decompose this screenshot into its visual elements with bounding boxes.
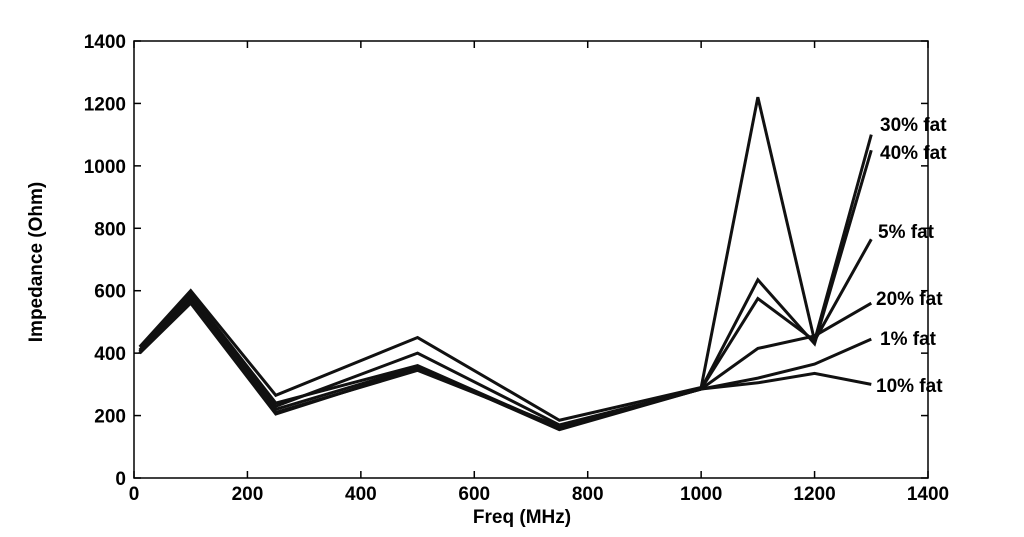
x-axis: 0 200 400 600 800 1000 1200 1400 <box>129 41 949 505</box>
series-label: 1% fat <box>880 329 937 350</box>
y-tick-label: 200 <box>94 407 126 428</box>
x-tick-label: 800 <box>572 484 604 505</box>
y-tick-label: 1000 <box>84 157 126 178</box>
y-tick-label: 800 <box>94 219 126 240</box>
series-label: 5% fat <box>878 222 935 243</box>
series-line-5-fat <box>138 238 873 427</box>
y-tick-label: 600 <box>94 282 126 303</box>
y-tick-label: 400 <box>94 344 126 365</box>
x-tick-label: 1000 <box>680 484 722 505</box>
x-tick-label: 1200 <box>793 484 835 505</box>
x-tick-label: 600 <box>458 484 490 505</box>
y-tick-label: 0 <box>115 469 126 490</box>
x-tick-label: 200 <box>232 484 264 505</box>
series-line-30-fat <box>138 96 873 422</box>
series-line-40-fat <box>138 149 873 430</box>
series-label: 30% fat <box>880 115 947 136</box>
series-label: 20% fat <box>876 289 943 310</box>
series-line-1-fat <box>138 300 872 430</box>
y-tick-label: 1400 <box>84 32 126 53</box>
plot-frame <box>133 40 929 479</box>
series-labels: 30% fat 40% fat 5% fat 20% fat 1% fat 10% fat <box>876 115 947 397</box>
series-label: 10% fat <box>876 376 943 397</box>
x-axis-label: Freq (MHz) <box>473 507 571 528</box>
series-line-10-fat <box>138 299 872 429</box>
y-axis-label: Impedance (Ohm) <box>26 182 47 342</box>
x-tick-label: 400 <box>345 484 377 505</box>
y-axis: 0 200 400 600 800 1000 1200 1400 <box>84 32 928 490</box>
series-lines <box>138 96 873 432</box>
series-label: 40% fat <box>880 143 947 164</box>
x-tick-label: 0 <box>129 484 140 505</box>
y-tick-label: 1200 <box>84 94 126 115</box>
x-tick-label: 1400 <box>907 484 949 505</box>
